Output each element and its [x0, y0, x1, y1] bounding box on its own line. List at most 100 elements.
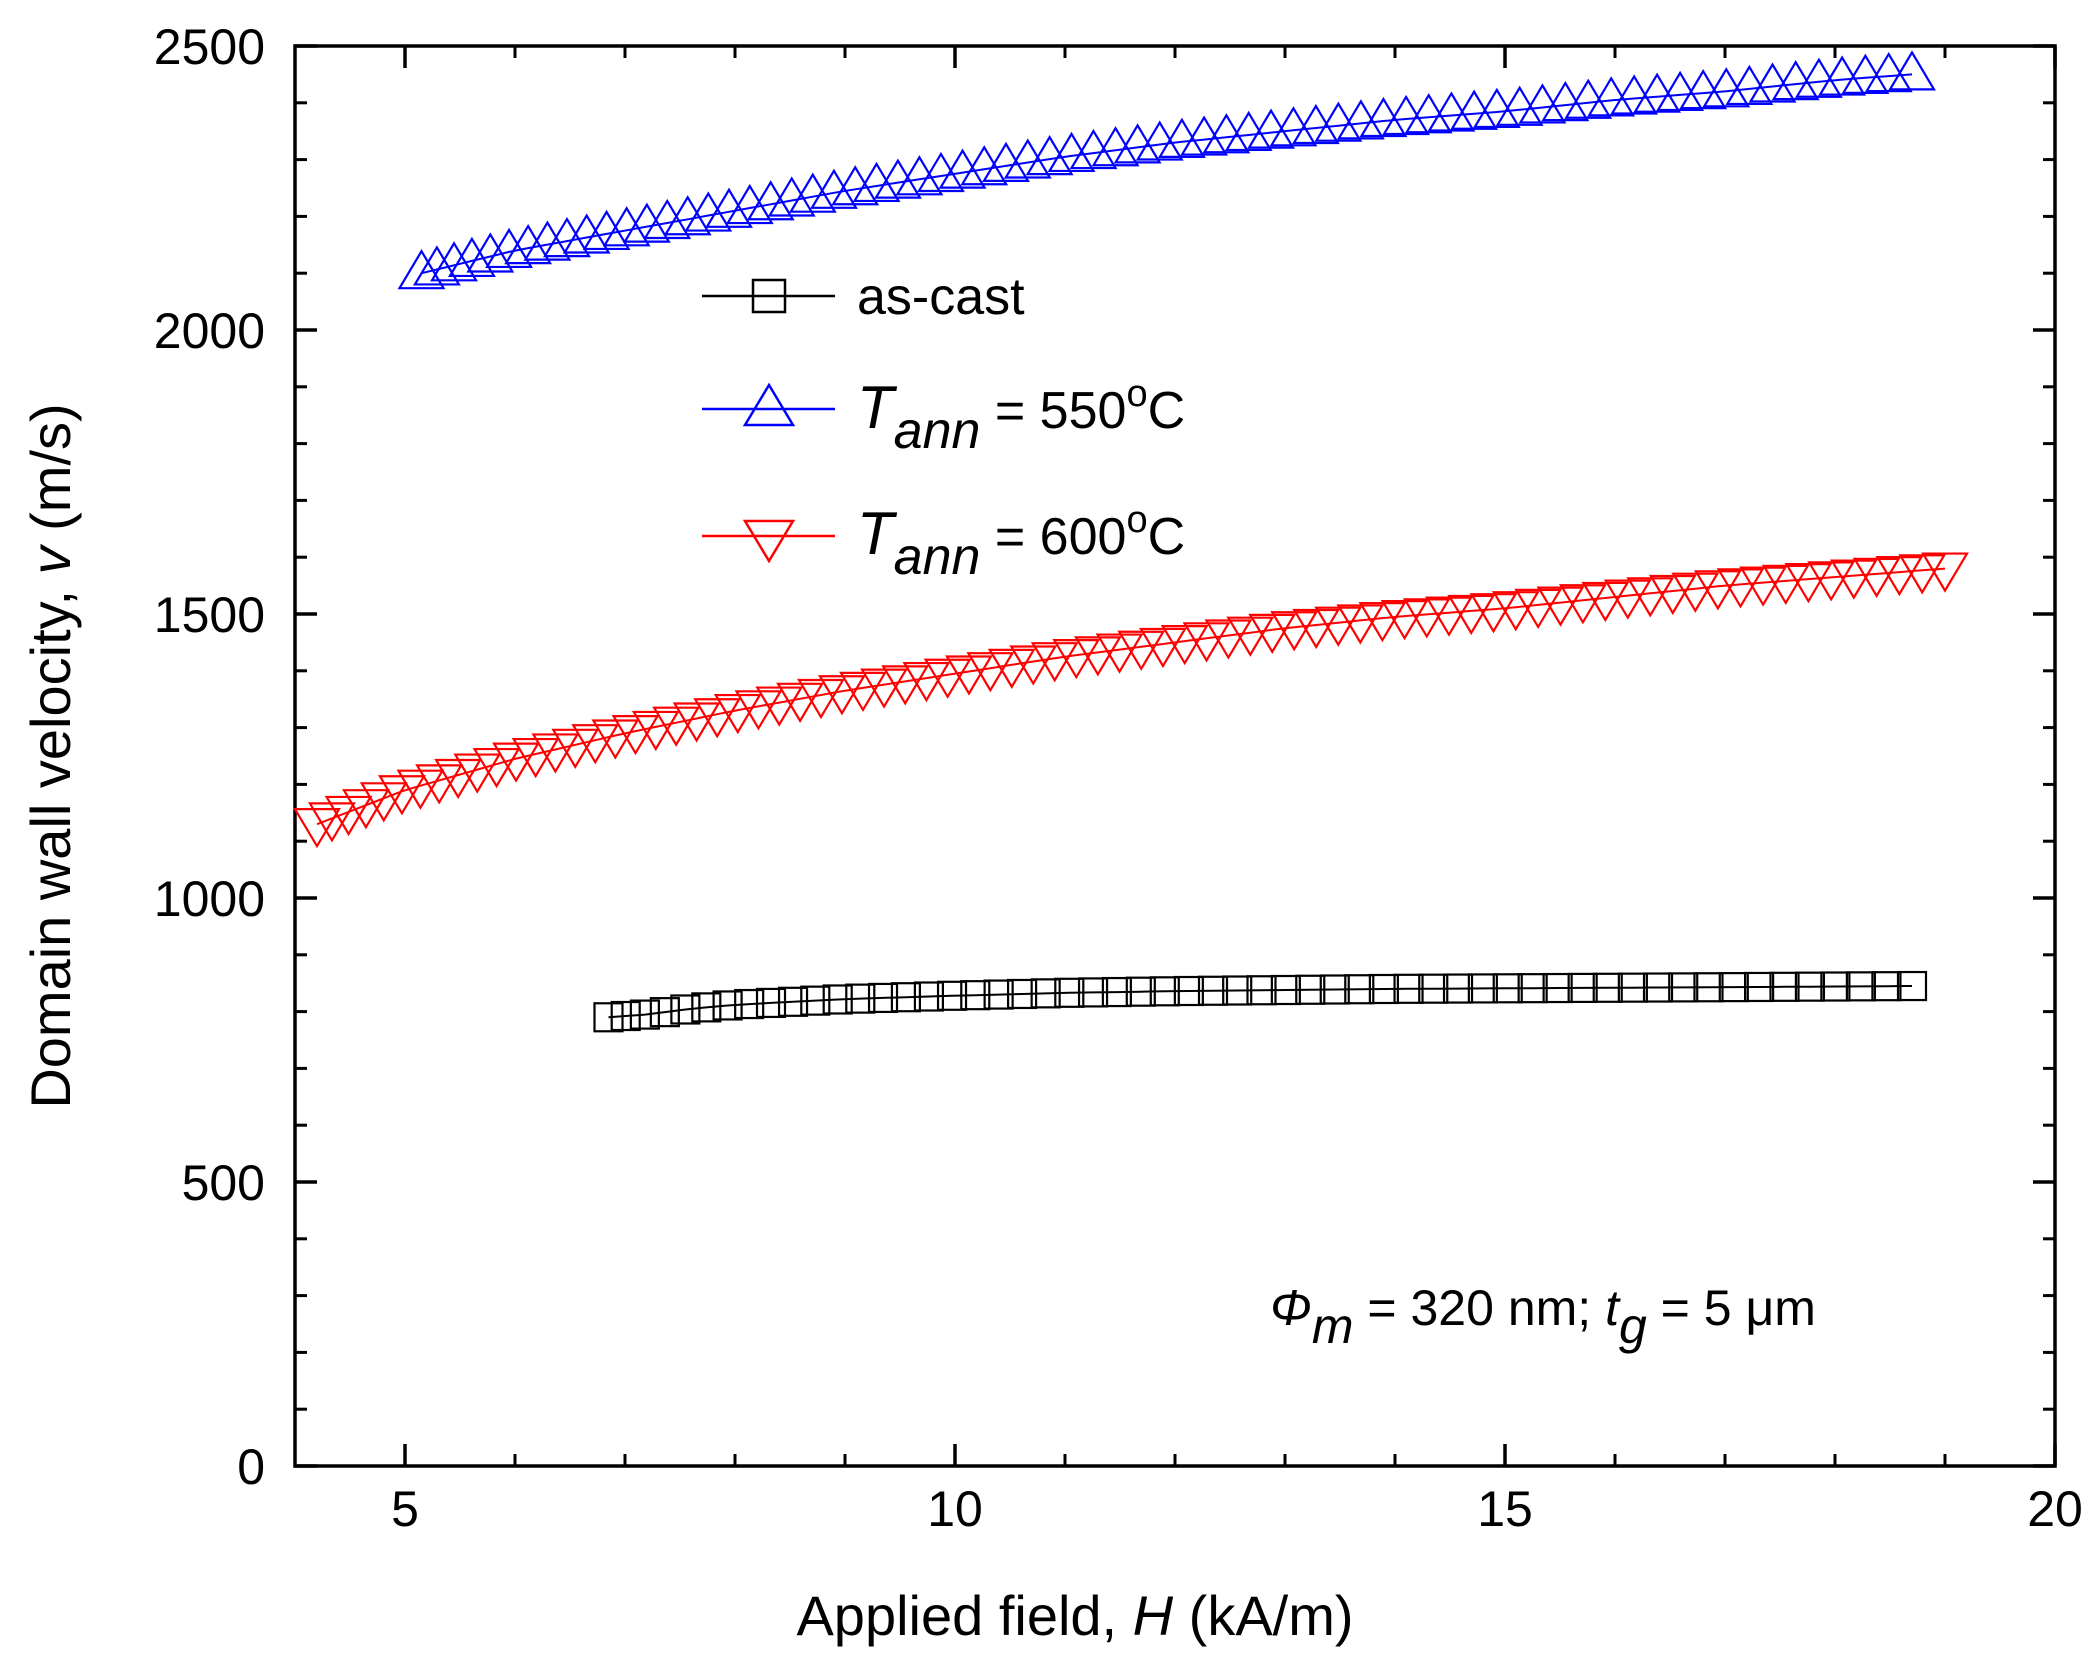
legend-550-value: = 550 — [980, 382, 1126, 440]
y-axis-title-var: v — [19, 543, 82, 574]
legend-600-unit: C — [1148, 508, 1186, 566]
data-point — [1794, 971, 1826, 1002]
series-2 — [293, 552, 1969, 849]
data-point — [1368, 973, 1399, 1005]
data-point — [1247, 108, 1295, 149]
data-point — [1222, 975, 1253, 1006]
data-point — [430, 241, 478, 282]
data-point — [1558, 584, 1607, 625]
data-point — [1567, 972, 1598, 1004]
data-point — [1693, 570, 1742, 611]
data-point — [1073, 636, 1122, 677]
data-point — [755, 987, 787, 1019]
data-point — [1425, 596, 1473, 637]
data-point — [1344, 974, 1375, 1005]
series-line-1 — [421, 73, 1913, 275]
y-axis-title: Domain wall velocity, v (m/s) — [19, 403, 82, 1108]
data-point — [1656, 70, 1705, 112]
data-point — [1536, 586, 1585, 627]
data-point — [1101, 976, 1132, 1008]
data-point — [1718, 972, 1749, 1003]
legend-label-550: Tann = 550oC — [857, 373, 1185, 460]
data-point — [1896, 970, 1928, 1002]
data-point — [684, 191, 733, 232]
data-point — [1197, 975, 1229, 1006]
data-point — [1633, 72, 1682, 113]
legend-600-sup: o — [1126, 499, 1147, 541]
data-point — [1359, 96, 1408, 138]
data-point — [1542, 972, 1573, 1004]
legend-item-as-cast: as-cast — [702, 268, 1025, 326]
data-point — [1125, 976, 1156, 1007]
data-point — [1204, 619, 1253, 660]
data-point — [1270, 611, 1319, 652]
data-point — [867, 982, 899, 1014]
data-point — [1418, 973, 1449, 1004]
data-point — [895, 155, 944, 196]
data-point — [1224, 110, 1273, 152]
annotation: Φm = 320 nm; tg = 5 μm — [1270, 1280, 1816, 1354]
data-point — [1269, 106, 1318, 147]
data-point — [1581, 581, 1630, 623]
data-point — [1447, 594, 1496, 636]
data-point — [1495, 85, 1544, 126]
data-point — [1845, 971, 1876, 1002]
y-tick-label: 1000 — [154, 871, 265, 927]
x-axis-title-prefix: Applied field, — [796, 1584, 1132, 1647]
data-point — [1030, 642, 1079, 683]
data-point — [777, 986, 809, 1017]
legend-label-as-cast: as-cast — [857, 268, 1025, 326]
data-point — [1626, 577, 1675, 618]
data-point — [412, 245, 461, 286]
data-point — [705, 187, 753, 228]
data-point — [874, 158, 922, 199]
annotation-t: t — [1605, 1280, 1621, 1336]
x-tick-label: 5 — [391, 1481, 419, 1537]
data-point — [913, 981, 945, 1012]
data-point — [1784, 563, 1833, 604]
data-point — [1025, 134, 1074, 176]
data-point — [1117, 630, 1166, 671]
data-point — [1358, 602, 1407, 643]
legend-600-sub: ann — [894, 528, 981, 586]
data-point — [466, 232, 515, 273]
data-point — [1469, 593, 1518, 634]
data-point — [1875, 555, 1924, 597]
data-point — [1393, 973, 1424, 1004]
data-point — [1404, 93, 1453, 134]
data-point — [1807, 561, 1856, 602]
data-point — [610, 1000, 641, 1032]
data-point — [1921, 552, 1969, 593]
annotation-phi-sub: m — [1312, 1298, 1354, 1354]
data-point — [1648, 574, 1697, 616]
data-point — [1818, 55, 1867, 96]
y-tick-label: 1500 — [154, 587, 265, 643]
data-point — [523, 220, 572, 261]
legend: as-cast Tann = 550oC Tann = 600oC — [702, 268, 1185, 586]
data-point — [308, 802, 356, 843]
data-point — [1319, 974, 1350, 1005]
data-point — [543, 216, 591, 258]
data-point — [1003, 138, 1052, 179]
data-point — [1173, 975, 1204, 1007]
data-point — [1006, 978, 1038, 1010]
data-point — [1248, 613, 1297, 655]
legend-600-var: T — [857, 500, 898, 567]
data-point — [822, 984, 853, 1015]
y-axis-title-prefix: Domain wall velocity, — [19, 574, 82, 1108]
data-point — [1517, 973, 1548, 1004]
data-point — [1380, 599, 1429, 641]
data-point — [1180, 115, 1229, 156]
data-point — [1202, 113, 1251, 154]
data-point — [1442, 973, 1474, 1004]
data-point — [1864, 51, 1913, 93]
legend-550-unit: C — [1148, 382, 1186, 440]
series-line-2 — [316, 567, 1946, 826]
data-point — [966, 652, 1015, 693]
legend-550-sup: o — [1126, 373, 1147, 415]
data-point — [1182, 622, 1231, 663]
data-point — [1030, 978, 1061, 1009]
data-point — [987, 648, 1036, 689]
data-point — [1541, 80, 1590, 122]
data-point — [831, 165, 880, 206]
